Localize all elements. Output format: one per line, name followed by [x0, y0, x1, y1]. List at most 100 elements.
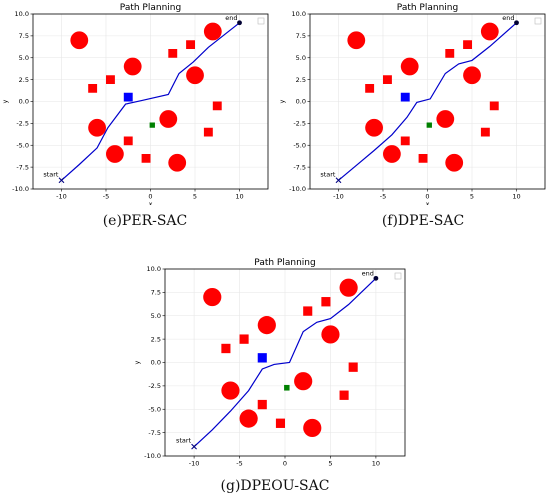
x-axis-label: x	[426, 200, 430, 205]
x-tick-label: -10	[333, 193, 344, 201]
circle-obstacle	[463, 66, 481, 85]
circle-obstacle	[105, 145, 124, 163]
circle-obstacle	[339, 278, 358, 297]
x-tick-label: 0	[148, 193, 152, 201]
start-label: start	[320, 170, 336, 178]
circle-obstacle	[88, 118, 106, 137]
circle-obstacle	[203, 287, 222, 307]
square-obstacle	[221, 343, 231, 354]
end-label: end	[225, 14, 237, 22]
circle-obstacle	[239, 409, 258, 428]
circle-obstacle	[445, 153, 464, 172]
y-tick-label: -5.0	[293, 141, 306, 149]
square-obstacle	[88, 84, 98, 93]
x-tick-label: -5	[380, 193, 386, 201]
circle-obstacle	[303, 418, 322, 438]
y-tick-label: -2.5	[293, 120, 306, 128]
caption-g: (g)DPEOU-SAC	[220, 478, 330, 494]
circle-obstacle	[221, 381, 240, 400]
start-marker	[335, 177, 342, 184]
circle-obstacle	[321, 325, 340, 344]
end-label: end	[362, 269, 374, 277]
square-obstacle	[105, 75, 115, 84]
y-tick-label: 0.0	[19, 98, 29, 106]
agent-marker	[400, 92, 410, 102]
square-obstacle	[275, 418, 285, 428]
x-tick-label: 5	[193, 193, 197, 201]
chart-title: Path Planning	[120, 3, 181, 13]
path-line	[338, 22, 517, 181]
start-marker	[58, 177, 65, 184]
square-obstacle	[203, 127, 213, 137]
square-obstacle	[418, 154, 428, 163]
end-marker	[514, 20, 519, 26]
y-axis-label: y	[133, 360, 141, 364]
circle-obstacle	[294, 372, 313, 391]
square-obstacle	[480, 127, 490, 137]
goal-marker	[149, 122, 155, 128]
path-planning-chart-e: start end -10 -5 0 5 10 -10.0 -7.5 -5.0 -2.5 0.0 2.5…	[1, 3, 269, 205]
y-tick-label: 2.5	[151, 335, 161, 343]
circle-obstacle	[123, 57, 142, 76]
caption-f: (f)DPE-SAC	[381, 213, 465, 229]
end-marker	[237, 20, 242, 26]
square-obstacle	[239, 334, 249, 344]
square-obstacle	[141, 154, 151, 163]
y-tick-label: 10.0	[15, 10, 29, 18]
x-tick-label: 10	[372, 460, 380, 468]
circle-obstacle	[159, 110, 178, 128]
legend-box	[394, 272, 402, 280]
y-tick-label: 2.5	[296, 76, 306, 84]
y-tick-label: 10.0	[292, 10, 306, 18]
x-tick-label: 10	[512, 193, 520, 201]
chart-title: Path Planning	[397, 3, 458, 13]
x-tick-label: -5	[103, 193, 109, 201]
circle-obstacle	[382, 145, 401, 163]
y-axis-label: y	[278, 99, 286, 103]
start-label: start	[176, 437, 192, 445]
square-obstacle	[382, 75, 392, 84]
circle-obstacle	[480, 22, 499, 41]
agent-marker	[257, 353, 267, 363]
y-tick-label: -10.0	[144, 452, 161, 460]
y-tick-label: -5.0	[148, 405, 161, 413]
square-obstacle	[123, 136, 133, 146]
square-obstacle	[400, 136, 410, 146]
x-tick-label: 5	[328, 460, 332, 468]
x-axis-label: x	[149, 200, 153, 205]
y-tick-label: -7.5	[16, 163, 29, 171]
y-tick-label: 5.0	[296, 54, 306, 62]
circle-obstacle	[436, 110, 455, 128]
x-axis-label: x	[283, 467, 287, 468]
y-tick-label: 7.5	[151, 289, 161, 297]
x-tick-label: 10	[235, 193, 243, 201]
y-tick-label: 2.5	[19, 76, 29, 84]
square-obstacle	[186, 40, 196, 49]
y-tick-label: -7.5	[148, 429, 161, 437]
square-obstacle	[257, 399, 267, 410]
path-planning-chart-g: start end -10 -5 0 5 10 -10.0 -7.5 -5.0 -2.5 0.0 2.5…	[133, 258, 406, 468]
circle-obstacle	[347, 31, 366, 50]
circle-obstacle	[168, 153, 187, 172]
legend-box	[534, 17, 542, 25]
square-obstacle	[445, 49, 455, 58]
y-tick-label: -10.0	[289, 185, 306, 193]
end-marker	[373, 275, 379, 281]
circle-obstacle	[203, 22, 222, 41]
start-label: start	[43, 170, 59, 178]
x-tick-label: -10	[56, 193, 67, 201]
y-axis-label: y	[1, 99, 9, 103]
y-tick-label: 10.0	[147, 265, 161, 273]
y-tick-label: 5.0	[19, 54, 29, 62]
circle-obstacle	[186, 66, 204, 85]
path-planning-chart-f: start end -10 -5 0 5 10 -10.0 -7.5 -5.0 -2.5 0.0 2.5…	[278, 3, 546, 205]
circle-obstacle	[400, 57, 419, 76]
circle-obstacle	[70, 31, 89, 50]
x-tick-label: -10	[189, 460, 200, 468]
x-tick-label: -5	[236, 460, 242, 468]
agent-marker	[123, 92, 133, 102]
end-label: end	[502, 14, 514, 22]
square-obstacle	[321, 297, 331, 307]
y-tick-label: 7.5	[296, 32, 306, 40]
y-tick-label: 7.5	[19, 32, 29, 40]
